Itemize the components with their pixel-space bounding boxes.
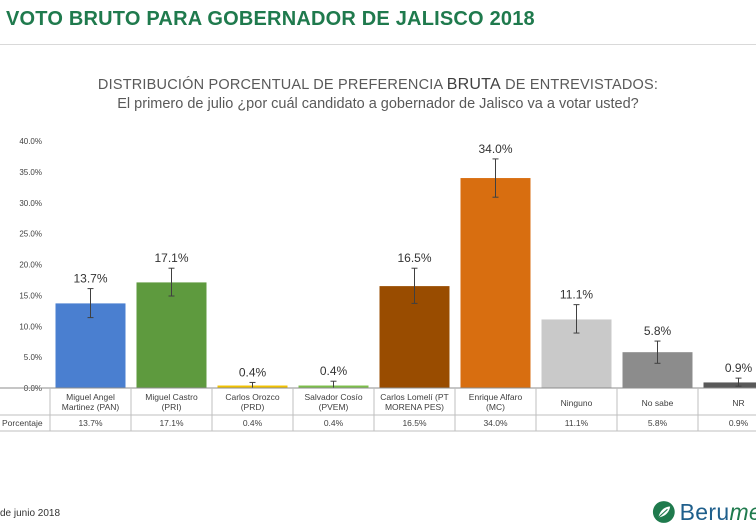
data-label: 0.4% xyxy=(320,364,348,378)
table-value: 0.9% xyxy=(729,418,749,428)
table-value: 17.1% xyxy=(159,418,184,428)
data-label: 13.7% xyxy=(73,272,107,286)
data-label: 11.1% xyxy=(560,288,593,302)
data-label: 0.4% xyxy=(239,365,267,379)
bar xyxy=(460,178,531,388)
bar xyxy=(136,282,207,388)
y-tick-label: 15.0% xyxy=(19,291,42,300)
category-label: Carlos Lomelí (PT xyxy=(380,392,449,402)
table-value: 34.0% xyxy=(483,418,508,428)
y-tick-label: 20.0% xyxy=(19,261,42,270)
chart-title-end: DE ENTREVISTADOS: xyxy=(505,77,659,93)
slide-title: VOTO BRUTO PARA GOBERNADOR DE JALISCO 20… xyxy=(6,8,535,30)
y-tick-label: 10.0% xyxy=(19,322,42,331)
bar xyxy=(703,382,756,388)
category-label: Ninguno xyxy=(561,398,593,408)
category-label: No sabe xyxy=(642,398,674,408)
category-label: Miguel Castro xyxy=(145,392,198,402)
y-tick-label: 40.0% xyxy=(19,137,42,146)
data-label: 17.1% xyxy=(154,251,188,265)
category-label: NR xyxy=(732,398,744,408)
table-value: 16.5% xyxy=(402,418,427,428)
logo-text-main: Beru xyxy=(679,498,730,525)
category-label: (MC) xyxy=(486,402,505,412)
data-label: 16.5% xyxy=(397,251,431,265)
berumen-logo: Berume xyxy=(652,497,756,527)
chart-title: DISTRIBUCIÓN PORCENTUAL DE PREFERENCIA B… xyxy=(0,76,756,94)
category-label: Miguel Angel xyxy=(66,392,115,402)
leaf-logo-icon xyxy=(652,501,675,523)
y-tick-label: 30.0% xyxy=(19,199,42,208)
category-label: MORENA PES) xyxy=(385,402,444,412)
category-label: Salvador Cosío xyxy=(304,392,362,402)
table-value: 11.1% xyxy=(565,418,589,428)
category-label: Carlos Orozco xyxy=(225,392,280,402)
data-label: 0.9% xyxy=(725,361,753,375)
category-label: (PRI) xyxy=(162,402,182,412)
chart-title-emphasis: BRUTA xyxy=(446,76,501,93)
table-row-label: Porcentaje xyxy=(2,418,43,428)
logo-text-accent: me xyxy=(729,498,756,525)
y-tick-label: 5.0% xyxy=(24,353,42,362)
footer-date: de junio 2018 xyxy=(0,508,61,519)
header-divider xyxy=(0,44,756,45)
data-label: 5.8% xyxy=(644,324,672,338)
y-tick-label: 35.0% xyxy=(19,168,42,177)
table-value: 5.8% xyxy=(648,418,668,428)
table-value: 13.7% xyxy=(78,418,103,428)
category-label: Enrique Alfaro xyxy=(469,392,523,402)
table-value: 0.4% xyxy=(243,418,263,428)
table-value: 0.4% xyxy=(324,418,344,428)
logo-text: Berume xyxy=(680,499,756,526)
chart-subtitle: El primero de julio ¿por cuál candidato … xyxy=(117,96,639,112)
category-label: (PRD) xyxy=(241,402,265,412)
data-label: 34.0% xyxy=(478,142,512,156)
category-label: Martinez (PAN) xyxy=(62,402,120,412)
chart-title-start: DISTRIBUCIÓN PORCENTUAL DE PREFERENCIA xyxy=(97,77,443,93)
category-label: (PVEM) xyxy=(319,402,349,412)
y-tick-label: 25.0% xyxy=(19,230,42,239)
